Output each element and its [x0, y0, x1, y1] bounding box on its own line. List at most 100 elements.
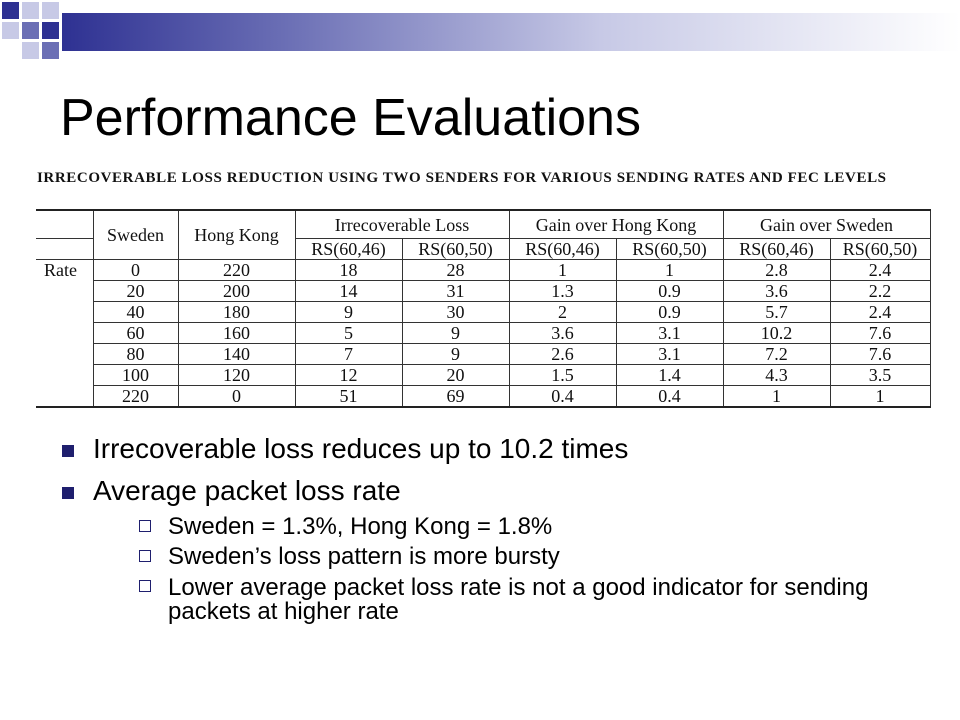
bullet-text: Average packet loss rate — [93, 475, 401, 506]
sub-bullet-list: Sweden = 1.3%, Hong Kong = 1.8% Sweden’s… — [93, 512, 920, 624]
table-cell: 1.4 — [615, 364, 724, 386]
header-blank — [36, 238, 94, 260]
table-cell: 1 — [508, 259, 617, 281]
header-gain-over-hong-kong: Gain over Hong Kong — [508, 209, 724, 239]
table-cell: 3.6 — [508, 322, 617, 344]
bullet-list: Irrecoverable loss reduces up to 10.2 ti… — [60, 428, 920, 624]
header-gain-over-sweden: Gain over Sweden — [722, 209, 931, 239]
rate-label-empty — [36, 343, 94, 365]
table-cell: 9 — [401, 322, 510, 344]
sub-bullet-item: Sweden’s loss pattern is more bursty — [93, 542, 920, 572]
deco-square — [42, 22, 59, 39]
subheader: RS(60,50) — [401, 238, 510, 260]
bullet-item: Irrecoverable loss reduces up to 10.2 ti… — [60, 428, 920, 470]
header-hong-kong: Hong Kong — [177, 209, 296, 260]
table-row: 40 180 9 30 2 0.9 5.7 2.4 — [36, 301, 931, 323]
table-cell: 69 — [401, 385, 510, 408]
results-table: Sweden Hong Kong Irrecoverable Loss Gain… — [36, 209, 931, 408]
header-sweden: Sweden — [92, 209, 179, 260]
table-cell: 14 — [294, 280, 403, 302]
table-cell: 0.4 — [615, 385, 724, 408]
deco-square — [42, 2, 59, 19]
deco-square — [2, 22, 19, 39]
table-cell: 0 — [177, 385, 296, 408]
rate-label-empty — [36, 322, 94, 344]
header-gradient-bar — [62, 13, 960, 51]
deco-square — [22, 2, 39, 19]
sub-bullet-item: Sweden = 1.3%, Hong Kong = 1.8% — [93, 512, 920, 542]
table-row: 220 0 51 69 0.4 0.4 1 1 — [36, 385, 931, 408]
table-subheader-row: RS(60,46) RS(60,50) RS(60,46) RS(60,50) … — [36, 238, 931, 260]
table-cell: 0 — [92, 259, 179, 281]
table-cell: 20 — [401, 364, 510, 386]
table-cell: 7.6 — [829, 343, 931, 365]
table-cell: 5.7 — [722, 301, 831, 323]
table-cell: 3.5 — [829, 364, 931, 386]
subheader: RS(60,46) — [722, 238, 831, 260]
hollow-square-bullet-icon — [139, 520, 151, 532]
square-bullet-icon — [62, 445, 74, 457]
table-cell: 30 — [401, 301, 510, 323]
table-cell: 9 — [401, 343, 510, 365]
deco-square — [22, 22, 39, 39]
table-cell: 220 — [92, 385, 179, 408]
table-cell: 7.6 — [829, 322, 931, 344]
table-cell: 3.1 — [615, 322, 724, 344]
table-caption: IRRECOVERABLE LOSS REDUCTION USING TWO S… — [37, 170, 887, 186]
table-cell: 7 — [294, 343, 403, 365]
subheader: RS(60,46) — [294, 238, 403, 260]
table-cell: 2.4 — [829, 301, 931, 323]
table-cell: 0.9 — [615, 280, 724, 302]
table-cell: 0.4 — [508, 385, 617, 408]
table-cell: 10.2 — [722, 322, 831, 344]
table-cell: 1.3 — [508, 280, 617, 302]
table-cell: 4.3 — [722, 364, 831, 386]
table-row: 20 200 14 31 1.3 0.9 3.6 2.2 — [36, 280, 931, 302]
table-cell: 9 — [294, 301, 403, 323]
table-cell: 2.2 — [829, 280, 931, 302]
hollow-square-bullet-icon — [139, 580, 151, 592]
table-header-row: Sweden Hong Kong Irrecoverable Loss Gain… — [36, 209, 931, 260]
sub-bullet-item: Lower average packet loss rate is not a … — [93, 572, 920, 624]
slide-title: Performance Evaluations — [60, 89, 641, 147]
table-cell: 2 — [508, 301, 617, 323]
table-row: 80 140 7 9 2.6 3.1 7.2 7.6 — [36, 343, 931, 365]
table-cell: 160 — [177, 322, 296, 344]
table-row: Rate 0 220 18 28 1 1 2.8 2.4 — [36, 259, 931, 281]
subheader: RS(60,50) — [829, 238, 931, 260]
rate-label-empty — [36, 280, 94, 302]
table-cell: 2.8 — [722, 259, 831, 281]
table-cell: 180 — [177, 301, 296, 323]
table-cell: 28 — [401, 259, 510, 281]
table-cell: 0.9 — [615, 301, 724, 323]
table-row: 60 160 5 9 3.6 3.1 10.2 7.6 — [36, 322, 931, 344]
table-cell: 3.1 — [615, 343, 724, 365]
table-cell: 12 — [294, 364, 403, 386]
table-cell: 5 — [294, 322, 403, 344]
table-cell: 1 — [722, 385, 831, 408]
table-cell: 120 — [177, 364, 296, 386]
hollow-square-bullet-icon — [139, 550, 151, 562]
deco-square — [42, 42, 59, 59]
table-cell: 18 — [294, 259, 403, 281]
square-bullet-icon — [62, 487, 74, 499]
table-cell: 20 — [92, 280, 179, 302]
table-cell: 3.6 — [722, 280, 831, 302]
table-cell: 40 — [92, 301, 179, 323]
table-cell: 1.5 — [508, 364, 617, 386]
sub-bullet-text: Lower average packet loss rate is not a … — [168, 574, 869, 625]
table-cell: 31 — [401, 280, 510, 302]
subheader: RS(60,46) — [508, 238, 617, 260]
table-cell: 80 — [92, 343, 179, 365]
table-cell: 1 — [615, 259, 724, 281]
table-row: 100 120 12 20 1.5 1.4 4.3 3.5 — [36, 364, 931, 386]
header-blank — [36, 209, 94, 239]
table-cell: 200 — [177, 280, 296, 302]
sub-bullet-text: Sweden’s loss pattern is more bursty — [168, 543, 560, 570]
subheader: RS(60,50) — [615, 238, 724, 260]
table-cell: 140 — [177, 343, 296, 365]
table-cell: 7.2 — [722, 343, 831, 365]
rate-label-empty — [36, 301, 94, 323]
table-cell: 60 — [92, 322, 179, 344]
table-cell: 2.4 — [829, 259, 931, 281]
